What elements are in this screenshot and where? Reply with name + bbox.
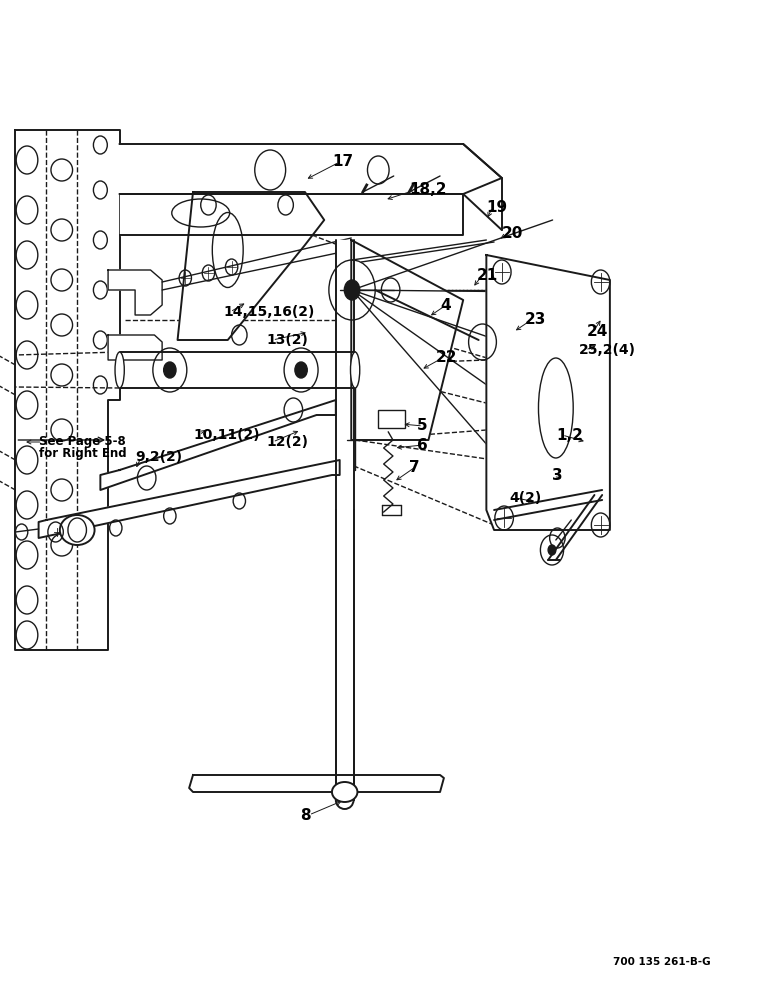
Text: 13(2): 13(2): [266, 333, 308, 347]
Circle shape: [344, 280, 360, 300]
Text: 21: 21: [477, 267, 499, 282]
Circle shape: [164, 362, 176, 378]
Text: 19: 19: [486, 200, 507, 215]
Polygon shape: [486, 255, 610, 530]
Polygon shape: [120, 194, 463, 235]
Polygon shape: [120, 144, 502, 194]
Text: 3: 3: [552, 468, 563, 484]
Polygon shape: [336, 240, 354, 800]
Polygon shape: [178, 192, 324, 340]
Text: 8: 8: [300, 808, 310, 822]
Polygon shape: [108, 335, 162, 360]
Text: 20: 20: [502, 227, 523, 241]
Text: 17: 17: [332, 154, 353, 169]
Text: 10,11(2): 10,11(2): [193, 428, 259, 442]
Text: 18,2: 18,2: [409, 182, 447, 198]
Text: 1,2: 1,2: [556, 428, 583, 442]
Text: 9,2(2): 9,2(2): [135, 450, 182, 464]
Text: 12(2): 12(2): [266, 435, 308, 449]
Text: 22: 22: [436, 351, 458, 365]
Bar: [378, 410, 405, 428]
Ellipse shape: [115, 352, 124, 388]
Text: for Right End: for Right End: [39, 448, 127, 460]
Polygon shape: [351, 240, 463, 440]
Polygon shape: [39, 460, 340, 538]
Text: 14,15,16(2): 14,15,16(2): [224, 305, 315, 319]
Ellipse shape: [59, 515, 94, 545]
Circle shape: [295, 362, 307, 378]
Text: 23: 23: [525, 312, 547, 328]
Ellipse shape: [332, 782, 357, 802]
Polygon shape: [108, 270, 162, 315]
Text: 25,2(4): 25,2(4): [579, 343, 636, 357]
Text: 7: 7: [409, 460, 420, 475]
Ellipse shape: [350, 352, 360, 388]
Ellipse shape: [336, 791, 354, 809]
Polygon shape: [15, 130, 120, 650]
Circle shape: [548, 545, 556, 555]
Polygon shape: [100, 400, 336, 490]
Polygon shape: [189, 775, 444, 792]
Text: 700 135 261-B-G: 700 135 261-B-G: [613, 957, 710, 967]
Text: 4: 4: [440, 298, 451, 312]
Text: See Page 5-8: See Page 5-8: [39, 436, 125, 448]
Text: 5: 5: [417, 418, 428, 434]
Text: 6: 6: [417, 438, 428, 452]
Text: 4(2): 4(2): [510, 491, 542, 505]
Text: 24: 24: [587, 324, 608, 340]
